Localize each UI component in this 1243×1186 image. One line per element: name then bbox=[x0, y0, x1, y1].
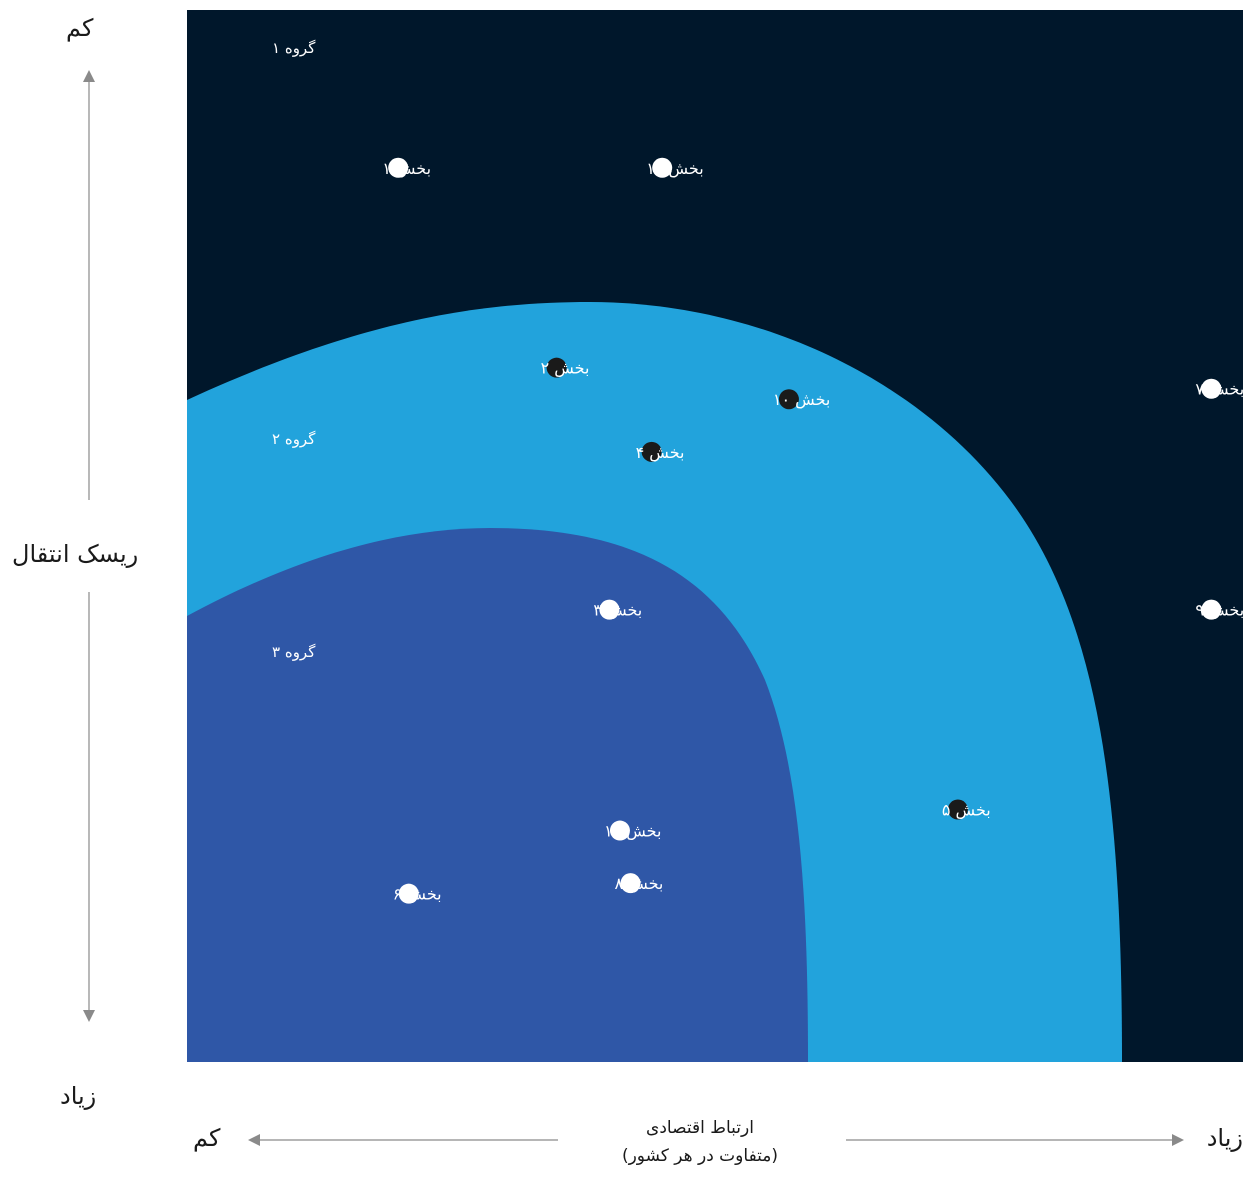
points-layer: بخش ۱ بخش ۱۲ بخش ۲ بخش ۱۰ بخش ۴ بخش ۷ بخش ۳ بخش… bbox=[382, 157, 1243, 905]
data-point-label: بخش ۸ bbox=[615, 874, 664, 894]
data-point: بخش ۱۱ bbox=[604, 820, 661, 842]
data-point: بخش ۷ bbox=[1195, 378, 1243, 400]
data-point: بخش ۶ bbox=[393, 883, 442, 905]
data-point: بخش ۲ bbox=[541, 357, 590, 379]
x-axis-title: ارتباط اقتصادی (متفاوت در هر کشور) bbox=[520, 1114, 880, 1170]
group3-region bbox=[187, 528, 808, 1062]
data-point: بخش ۱۰ bbox=[773, 389, 830, 410]
x-axis-right-label: زیاد bbox=[1206, 1124, 1243, 1152]
data-point-label: بخش ۱۲ bbox=[646, 159, 703, 179]
data-point-dot bbox=[388, 157, 409, 178]
data-point-dot bbox=[398, 883, 419, 904]
data-point-label: بخش ۷ bbox=[1195, 380, 1243, 400]
data-point-dot bbox=[947, 799, 968, 820]
data-point-label: بخش ۶ bbox=[393, 885, 442, 905]
data-point-label: بخش ۲ bbox=[541, 359, 590, 379]
data-point-label: بخش ۵ bbox=[942, 801, 991, 821]
y-axis-top-label: کم bbox=[66, 14, 94, 42]
data-point-dot bbox=[599, 599, 620, 620]
data-point-dot bbox=[778, 389, 799, 410]
data-point-label: بخش ۱ bbox=[382, 159, 431, 179]
x-axis-title-line1: ارتباط اقتصادی bbox=[646, 1118, 754, 1138]
data-point-dot bbox=[620, 873, 641, 894]
data-point: بخش ۱۲ bbox=[646, 157, 704, 179]
data-point-label: بخش ۹ bbox=[1195, 601, 1243, 621]
data-point-dot bbox=[652, 157, 673, 178]
group1-label: گروه ۱ bbox=[272, 39, 316, 57]
data-point: بخش ۹ bbox=[1195, 599, 1243, 621]
y-axis-title: ریسک انتقال bbox=[12, 540, 139, 568]
data-point-label: بخش ۱۱ bbox=[604, 822, 661, 842]
data-point-dot bbox=[609, 820, 630, 841]
group3-label: گروه ۳ bbox=[272, 643, 316, 661]
data-point: بخش ۴ bbox=[636, 441, 685, 463]
data-point-dot bbox=[1201, 599, 1222, 620]
y-axis-bottom-label: زیاد bbox=[60, 1082, 97, 1110]
data-point-dot bbox=[546, 357, 567, 378]
data-point-dot bbox=[641, 441, 662, 462]
data-point-label: بخش ۴ bbox=[636, 443, 685, 463]
group2-label: گروه ۲ bbox=[272, 430, 316, 448]
data-point: بخش ۵ bbox=[942, 799, 991, 821]
data-point-dot bbox=[1201, 378, 1222, 399]
data-point: بخش ۱ bbox=[382, 157, 431, 179]
data-point-label: بخش ۱۰ bbox=[773, 390, 830, 410]
data-point-label: بخش ۳ bbox=[593, 601, 642, 621]
x-axis-left-label: کم bbox=[193, 1124, 221, 1152]
data-point: بخش ۸ bbox=[615, 873, 664, 894]
x-axis-title-line2: (متفاوت در هر کشور) bbox=[621, 1146, 779, 1166]
data-point: بخش ۳ bbox=[593, 599, 642, 621]
